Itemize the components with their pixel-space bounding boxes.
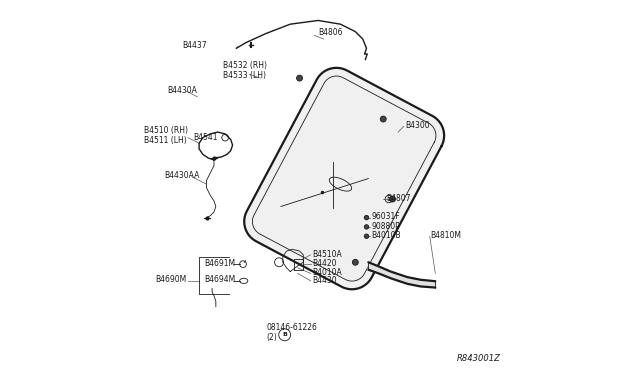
Circle shape [364,215,369,220]
Text: B: B [282,332,287,337]
Circle shape [380,116,386,122]
Text: B4430AA: B4430AA [164,171,200,180]
Polygon shape [244,68,444,289]
Text: B4690M: B4690M [156,275,187,284]
Text: B4694M: B4694M [205,275,236,284]
Text: 90880P: 90880P [371,222,400,231]
Text: B4691M: B4691M [205,259,236,267]
Polygon shape [369,262,435,288]
Text: B4010A: B4010A [312,268,342,277]
Text: B4510 (RH)
B4511 (LH): B4510 (RH) B4511 (LH) [145,126,188,145]
Text: B4300: B4300 [405,121,429,130]
Text: B4541: B4541 [193,133,218,142]
Text: B4420: B4420 [312,259,336,268]
Circle shape [364,225,369,229]
Text: B4430A: B4430A [168,86,197,94]
Text: B4532 (RH)
B4533 (LH): B4532 (RH) B4533 (LH) [223,61,268,80]
Circle shape [296,75,303,81]
Text: B4437: B4437 [182,41,207,50]
Circle shape [353,259,358,265]
Text: 96031F: 96031F [371,212,400,221]
Text: B4010B: B4010B [371,231,401,240]
Text: B4806: B4806 [318,28,342,37]
Text: B4430: B4430 [312,276,337,285]
Text: B4810M: B4810M [431,231,461,240]
Text: B4807: B4807 [386,194,411,203]
Text: R843001Z: R843001Z [456,354,500,363]
Text: 08146-61226
(2): 08146-61226 (2) [266,323,317,343]
Text: B4510A: B4510A [312,250,342,259]
Circle shape [390,196,396,202]
Circle shape [364,234,369,238]
